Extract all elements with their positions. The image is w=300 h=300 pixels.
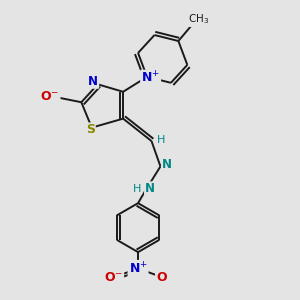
- Text: N$^{+}$: N$^{+}$: [129, 261, 148, 276]
- Text: O$^{-}$: O$^{-}$: [104, 271, 123, 284]
- Text: O$^{-}$: O$^{-}$: [40, 90, 59, 103]
- Text: CH$_3$: CH$_3$: [188, 12, 209, 26]
- Text: N: N: [145, 182, 155, 195]
- Text: H: H: [157, 134, 165, 145]
- Text: S: S: [86, 124, 95, 136]
- Text: H: H: [133, 184, 141, 194]
- Text: N: N: [88, 75, 98, 88]
- Text: N$^{+}$: N$^{+}$: [141, 71, 160, 86]
- Text: N: N: [162, 158, 172, 171]
- Text: O: O: [156, 271, 167, 284]
